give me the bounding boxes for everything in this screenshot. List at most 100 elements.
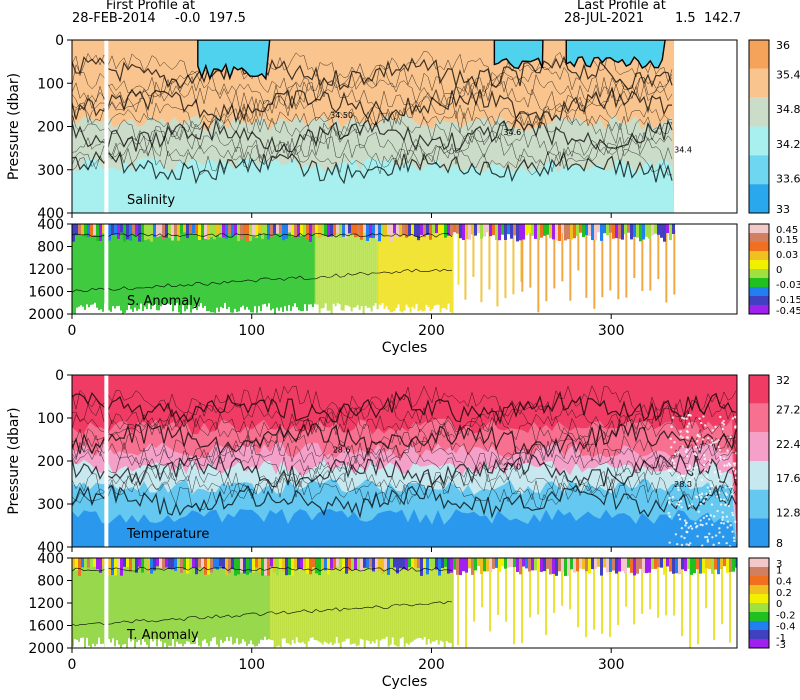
sparse-dot <box>700 478 704 482</box>
surface-cell <box>633 558 636 576</box>
contour-line <box>72 150 673 185</box>
surface-cell <box>540 224 543 238</box>
sparse-dot <box>718 527 721 530</box>
surface-cell <box>552 224 555 240</box>
sparse-dot <box>697 510 700 513</box>
sparse-dot <box>708 489 712 493</box>
anomaly-stripe <box>246 230 248 307</box>
x-tick-label: 300 <box>598 323 625 339</box>
y-axis-label: Pressure (dbar) <box>6 73 22 180</box>
y-tick-label: 0 <box>55 33 64 49</box>
surface-cell <box>198 224 201 241</box>
anomaly-stripe <box>375 564 378 640</box>
surface-cell <box>462 224 465 241</box>
surface-cell <box>546 224 549 235</box>
sparse-dot <box>685 429 689 433</box>
surface-cell <box>390 224 393 242</box>
surface-cell <box>606 558 609 573</box>
colorbar-swatch <box>749 305 769 314</box>
x-tick-label: 100 <box>238 657 265 673</box>
anomaly-stripe <box>403 564 406 647</box>
x-tick-label: 0 <box>68 323 77 339</box>
surface-cell <box>534 558 537 571</box>
sparse-dot <box>668 469 671 472</box>
anomaly-stripe <box>377 230 380 305</box>
anomaly-stripe <box>352 230 355 308</box>
surface-cell <box>462 558 465 572</box>
anomaly-stripe <box>250 564 252 641</box>
anomaly-stripe <box>244 230 246 310</box>
colorbar-swatch <box>749 233 769 242</box>
anomaly-stripe <box>318 230 321 313</box>
anomaly-stripe <box>665 564 668 616</box>
surface-cell <box>270 224 273 237</box>
surface-cell <box>135 224 138 236</box>
anomaly-stripe <box>413 230 416 309</box>
surface-cell <box>399 224 402 237</box>
anomaly-stripe <box>364 230 367 306</box>
anomaly-stripe <box>178 564 180 644</box>
anomaly-stripe <box>156 564 158 647</box>
surface-cell <box>387 558 390 575</box>
sparse-dot <box>734 471 737 475</box>
surface-cell <box>453 558 456 570</box>
colorbar-swatch <box>749 612 769 621</box>
surface-cell <box>327 558 330 575</box>
anomaly-stripe <box>266 564 268 640</box>
anomaly-stripe <box>289 564 292 646</box>
anomaly-stripe <box>545 230 548 302</box>
anomaly-stripe <box>449 564 452 643</box>
surface-cell <box>642 224 645 240</box>
contour-line <box>72 111 673 145</box>
anomaly-stripe <box>641 564 644 614</box>
anomaly-stripe <box>393 230 396 311</box>
anomaly-stripe <box>118 230 120 306</box>
surface-cell <box>636 558 639 574</box>
anomaly-stripe <box>705 564 708 609</box>
anomaly-stripe <box>72 230 74 314</box>
anomaly-stripe <box>407 564 410 645</box>
sparse-dot <box>723 464 726 467</box>
sparse-dot <box>703 424 707 427</box>
sparse-dot <box>725 541 728 545</box>
anomaly-stripe <box>180 564 182 644</box>
surface-cell <box>621 224 624 240</box>
sparse-dot <box>688 478 691 482</box>
data-gap <box>104 40 109 213</box>
surface-cell <box>300 558 303 569</box>
surface-cell <box>258 224 261 234</box>
contour-line <box>72 96 673 130</box>
colorbar-swatch <box>749 630 769 639</box>
surface-cell <box>303 224 306 236</box>
surface-cell <box>276 224 279 234</box>
surface-cell <box>435 558 438 570</box>
surface-cell <box>375 224 378 240</box>
surface-cell <box>306 558 309 574</box>
surface-cell <box>540 558 543 572</box>
anomaly-stripe <box>102 230 104 312</box>
anomaly-stripe <box>224 564 226 642</box>
surface-cell <box>297 224 300 237</box>
contour-line <box>72 421 737 458</box>
anomaly-stripe <box>537 230 540 313</box>
anomaly-stripe <box>164 564 166 643</box>
surface-cell <box>651 224 654 236</box>
y-tick-label: 400 <box>37 217 64 233</box>
anomaly-stripe <box>353 564 356 644</box>
anomaly-stripe <box>162 564 164 648</box>
anomaly-stripe <box>287 564 290 644</box>
anomaly-stripe <box>238 230 240 312</box>
surface-cell <box>390 558 393 569</box>
anomaly-stripe <box>170 230 172 305</box>
anomaly-stripe <box>190 230 192 313</box>
anomaly-stripe <box>214 564 216 638</box>
colorbar-label: -3 <box>776 640 786 651</box>
anomaly-stripe <box>172 564 174 640</box>
surface-cell <box>309 224 312 242</box>
surface-cell <box>564 224 567 241</box>
anomaly-stripe <box>451 230 454 313</box>
anomaly-stripe <box>427 564 430 640</box>
surface-cell <box>72 558 75 568</box>
colorbar-swatch <box>749 242 769 251</box>
anomaly-stripe <box>242 564 244 640</box>
